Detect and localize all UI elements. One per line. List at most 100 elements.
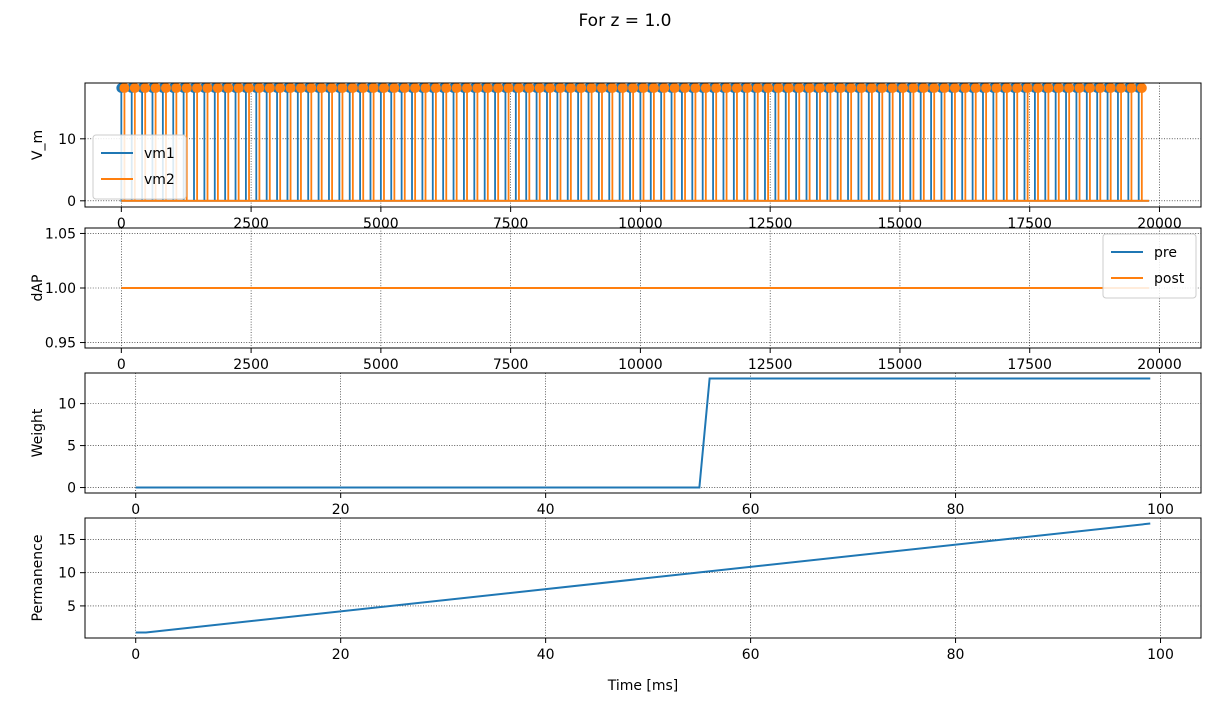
- spike-marker-vm2: [223, 82, 234, 93]
- spike-marker-vm2: [638, 82, 649, 93]
- spike-marker-vm2: [700, 82, 711, 93]
- spike-marker-vm2: [493, 82, 504, 93]
- subplot-4: 0 20 40 60 80 100 5 10 15 Permanence Time [ms]: [30, 517, 1202, 694]
- axes-frame: [84, 517, 1202, 639]
- spike-marker-vm2: [887, 82, 898, 93]
- spike-marker-vm2: [877, 82, 888, 93]
- spike-marker-vm2: [1074, 82, 1085, 93]
- spike-marker-vm2: [648, 82, 659, 93]
- spike-marker-vm2: [949, 82, 960, 93]
- y-tick-label: 5: [67, 599, 76, 615]
- spike-marker-vm2: [763, 82, 774, 93]
- spike-marker-vm2: [233, 82, 244, 93]
- spike-marker-vm2: [752, 82, 763, 93]
- spike-marker-vm2: [129, 82, 140, 93]
- spike-marker-vm2: [680, 82, 691, 93]
- spike-marker-vm2: [1095, 82, 1106, 93]
- y-tick-label: 10: [58, 397, 76, 413]
- spike-marker-vm2: [513, 82, 524, 93]
- spike-marker-vm2: [327, 82, 338, 93]
- y-axis-label: Weight: [30, 408, 46, 457]
- spike-marker-vm2: [804, 82, 815, 93]
- spike-marker-vm2: [773, 82, 784, 93]
- spike-marker-vm2: [1043, 82, 1054, 93]
- spike-marker-vm2: [140, 82, 151, 93]
- spike-marker-vm2: [1105, 82, 1116, 93]
- spike-marker-vm2: [295, 82, 306, 93]
- spike-marker-vm2: [244, 82, 255, 93]
- spike-marker-vm2: [1136, 82, 1147, 93]
- x-tick-label: 2500: [233, 216, 269, 232]
- spike-marker-vm2: [576, 82, 587, 93]
- spike-marker-vm2: [555, 82, 566, 93]
- spike-marker-vm2: [503, 82, 514, 93]
- spike-marker-vm2: [534, 82, 545, 93]
- spike-marker-vm2: [119, 82, 130, 93]
- x-tick-label: 5000: [363, 357, 399, 373]
- spike-marker-vm2: [596, 82, 607, 93]
- x-tick-label: 0: [131, 502, 140, 518]
- spike-marker-vm2: [565, 82, 576, 93]
- spike-marker-vm2: [960, 82, 971, 93]
- y-tick-label: 5: [67, 439, 76, 455]
- y-tick-label: 1.00: [45, 281, 76, 297]
- spike-marker-vm2: [711, 82, 722, 93]
- y-tick-label: 0: [67, 481, 76, 497]
- spike-marker-vm2: [721, 82, 732, 93]
- spike-marker-vm2: [347, 82, 358, 93]
- spike-marker-vm2: [275, 82, 286, 93]
- spike-marker-vm2: [171, 82, 182, 93]
- x-tick-label: 80: [947, 502, 965, 518]
- subplots: 0 2500 5000 7500 10000 12500 15000 17500 2000001…: [30, 82, 1202, 694]
- spike-marker-vm2: [866, 82, 877, 93]
- spike-marker-vm2: [1116, 82, 1127, 93]
- spike-marker-vm2: [399, 82, 410, 93]
- y-tick-label: 0: [67, 194, 76, 210]
- x-tick-label: 40: [537, 647, 555, 663]
- spike-marker-vm2: [264, 82, 275, 93]
- y-tick-label: 10: [58, 132, 76, 148]
- x-tick-label: 7500: [493, 216, 529, 232]
- legend: vm1 vm2: [92, 134, 187, 200]
- spike-marker-vm2: [202, 82, 213, 93]
- x-tick-label: 5000: [363, 216, 399, 232]
- y-axis-label: Permanence: [30, 535, 46, 622]
- spike-marker-vm2: [898, 82, 909, 93]
- x-tick-label: 17500: [1007, 357, 1052, 373]
- x-axis-label: Time [ms]: [607, 678, 679, 694]
- spike-marker-vm2: [389, 82, 400, 93]
- y-tick-label: 1.05: [45, 226, 76, 242]
- x-tick-label: 0: [131, 647, 140, 663]
- x-tick-label: 0: [117, 357, 126, 373]
- plot-area: [135, 522, 1151, 634]
- spike-marker-vm2: [617, 82, 628, 93]
- y-tick-label: 15: [58, 532, 76, 548]
- x-tick-label: 12500: [748, 216, 793, 232]
- axes-frame: [84, 372, 1202, 494]
- spike-marker-vm2: [1064, 82, 1075, 93]
- y-tick-label: 0.95: [45, 336, 76, 352]
- figure-suptitle: For z = 1.0: [579, 11, 672, 31]
- plot-area: [135, 377, 1151, 489]
- x-tick-label: 80: [947, 647, 965, 663]
- spike-marker-vm2: [981, 82, 992, 93]
- spike-marker-vm2: [815, 82, 826, 93]
- x-tick-label: 17500: [1007, 216, 1052, 232]
- x-tick-label: 40: [537, 502, 555, 518]
- spike-marker-vm2: [181, 82, 192, 93]
- series-line-vm1: [120, 87, 1150, 202]
- spike-marker-vm2: [472, 82, 483, 93]
- spike-marker-vm2: [254, 82, 265, 93]
- spike-marker-vm2: [856, 82, 867, 93]
- x-tick-label: 100: [1147, 502, 1174, 518]
- x-tick-label: 0: [117, 216, 126, 232]
- series-line-series-1: [135, 377, 1151, 489]
- spike-marker-vm2: [451, 82, 462, 93]
- legend: pre post: [1102, 233, 1197, 299]
- spike-marker-vm2: [441, 82, 452, 93]
- spike-marker-vm2: [1053, 82, 1064, 93]
- legend-frame: [1102, 233, 1197, 299]
- spike-marker-vm2: [285, 82, 296, 93]
- spike-marker-vm2: [482, 82, 493, 93]
